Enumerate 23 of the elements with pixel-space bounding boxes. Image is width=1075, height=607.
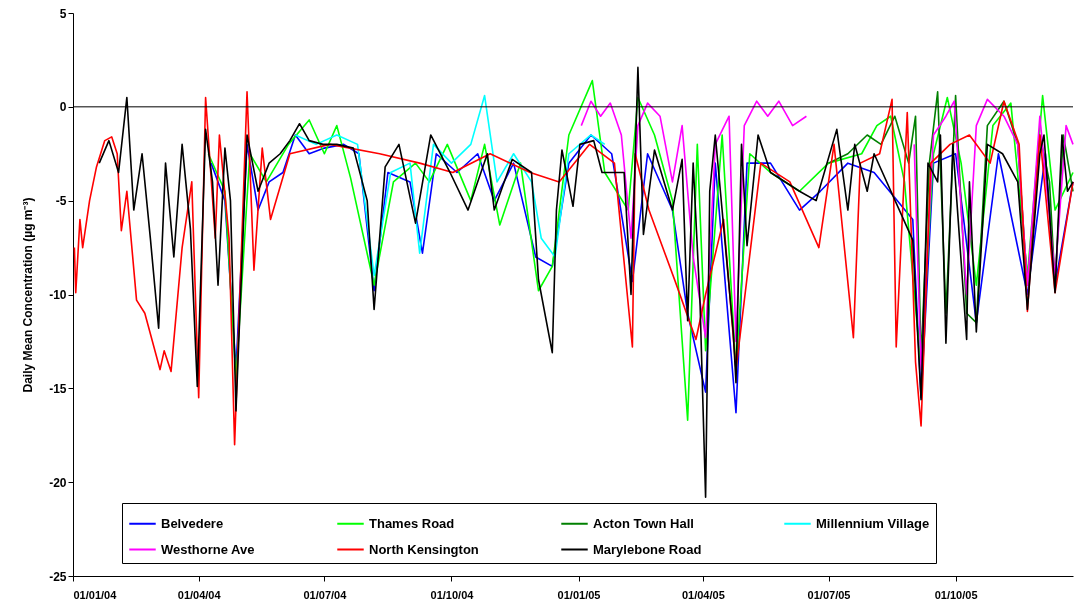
legend-label: Marylebone Road xyxy=(593,541,702,557)
x-tick-label: 01/04/04 xyxy=(177,588,222,601)
y-tick-label: -10 xyxy=(49,288,67,302)
y-tick-label: -20 xyxy=(49,475,67,490)
legend-label: Millennium Village xyxy=(816,515,930,531)
y-tick-label: -5 xyxy=(55,194,67,209)
x-tick-label: 01/01/05 xyxy=(557,588,601,601)
x-tick-label: 01/10/05 xyxy=(934,588,978,601)
x-tick-label: 01/04/05 xyxy=(681,588,725,601)
y-tick-label: -25 xyxy=(49,569,67,584)
y-axis-title: Daily Mean Concentration (µg m⁻³) xyxy=(21,197,36,393)
y-tick-label: 0 xyxy=(59,100,67,115)
y-tick-label: -15 xyxy=(49,381,67,396)
x-tick-label: 01/07/04 xyxy=(303,588,348,601)
legend-label: Acton Town Hall xyxy=(593,515,694,531)
x-tick-label: 01/10/04 xyxy=(430,588,475,601)
x-tick-label: 01/01/04 xyxy=(73,588,118,601)
legend-label: Westhorne Ave xyxy=(161,541,255,557)
legend-label: Belvedere xyxy=(161,515,224,531)
x-tick-label: 01/07/05 xyxy=(807,588,851,601)
y-tick-label: 5 xyxy=(59,6,67,21)
legend-label: North Kensington xyxy=(369,541,479,557)
legend-label: Thames Road xyxy=(369,515,455,531)
